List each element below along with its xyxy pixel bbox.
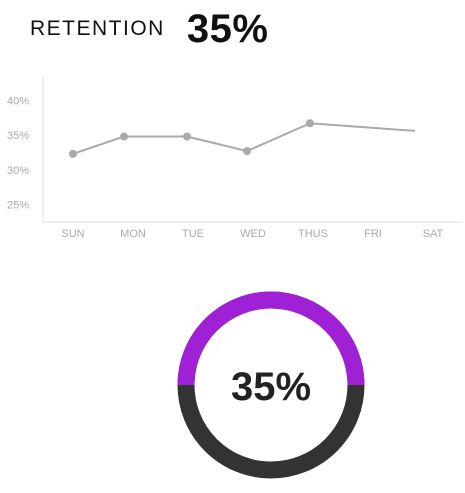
header: RETENTION 35% [30,6,268,52]
retention-series-line [72,122,416,155]
y-tick-label: 40% [7,95,29,107]
x-tick-label: THUS [298,228,328,240]
metric-value: 35% [186,6,269,51]
donut-fill [177,291,365,386]
x-tick-label: SAT [423,228,444,240]
data-point [120,132,128,141]
x-tick-label: SUN [61,228,84,240]
data-point [69,149,77,158]
y-tick-label: 30% [7,165,29,177]
x-tick-label: WED [240,228,266,240]
x-tick-label: TUE [182,228,204,240]
retention-donut: 35% [177,291,365,479]
retention-line-chart: 40% 35% 30% 25% SUN MON TUE WED THUS FRI SAT [7,76,463,240]
x-tick-label: MON [120,228,146,240]
y-tick-label: 35% [7,130,29,142]
data-point [306,119,314,128]
y-tick-label: 25% [7,200,29,212]
data-point [243,147,251,156]
x-tick-label: FRI [364,228,382,240]
metric-label: RETENTION [30,17,165,40]
data-point [183,132,191,141]
donut-label: 35% [231,365,311,409]
